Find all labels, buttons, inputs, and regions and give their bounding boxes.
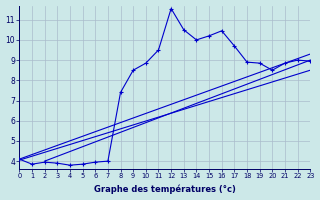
X-axis label: Graphe des températures (°c): Graphe des températures (°c) xyxy=(94,185,236,194)
